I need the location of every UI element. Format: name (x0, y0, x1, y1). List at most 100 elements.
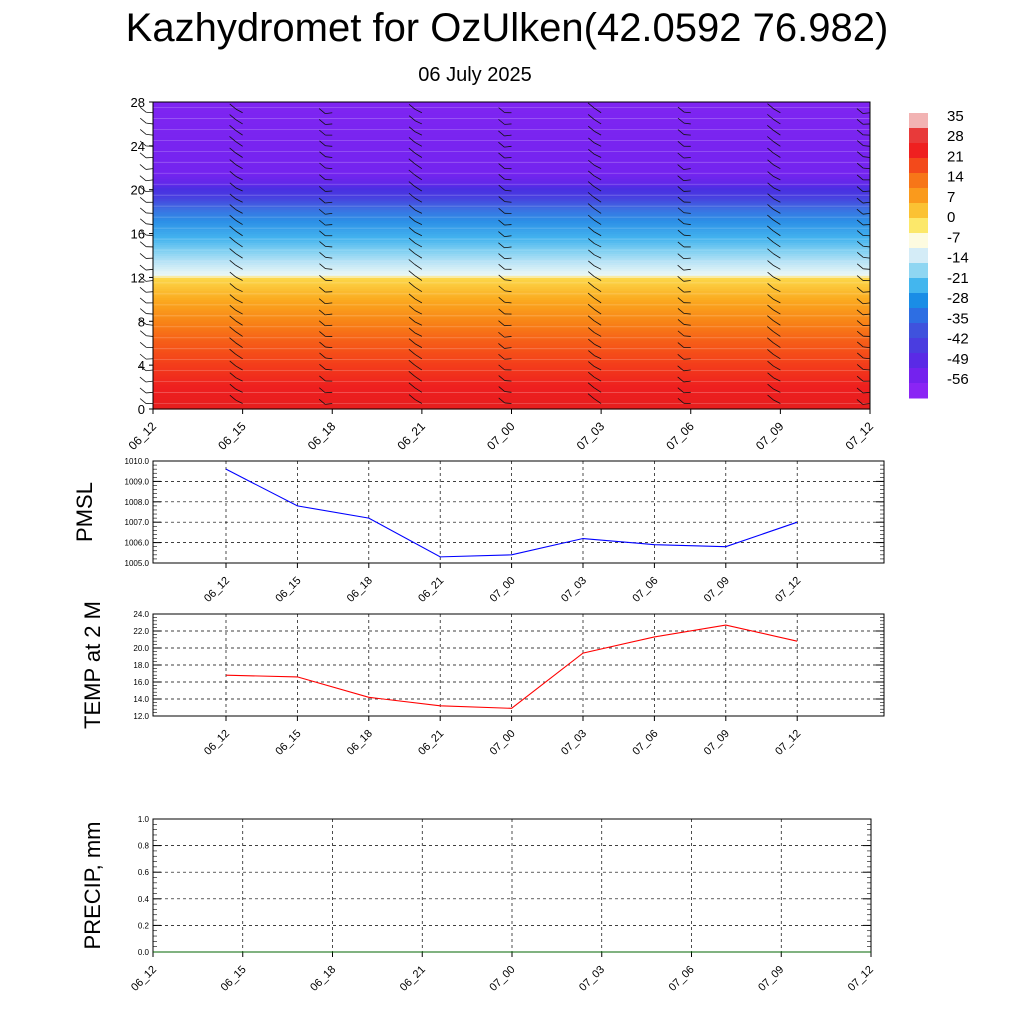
wind-barb (235, 353, 243, 360)
wind-barb (145, 369, 154, 372)
x-tick-label: 06_12 (129, 964, 159, 994)
heatmap-band (153, 360, 870, 364)
wind-barb-flag (588, 148, 595, 155)
x-tick-label: 06_18 (345, 575, 375, 605)
wind-barb-flag (319, 263, 326, 269)
wind-barb-flag (319, 162, 326, 169)
wind-barb (146, 234, 154, 237)
wind-barb (235, 219, 243, 225)
wind-barb-flag (677, 319, 685, 325)
wind-barb-flag (498, 343, 505, 349)
colorbar-swatch (909, 338, 928, 354)
wind-barb-flag (856, 309, 864, 316)
heatmap-band (153, 117, 870, 121)
wind-barb-flag (856, 263, 864, 270)
heatmap-band (153, 112, 870, 116)
wind-barb (594, 175, 602, 181)
wind-barb-flag (588, 327, 595, 333)
wind-barb-flag (856, 230, 864, 236)
wind-barb-flag (587, 303, 595, 310)
wind-barb (863, 245, 871, 248)
colorbar-label: -56 (947, 371, 969, 388)
heatmap-band (153, 391, 870, 395)
heatmap-band (153, 284, 870, 287)
y-tick-label: 14.0 (133, 695, 149, 704)
wind-barb (773, 331, 781, 337)
heatmap-band (153, 121, 870, 125)
wind-barb (863, 145, 871, 147)
x-tick-label: 07_12 (773, 728, 803, 758)
wind-barb-flag (856, 352, 864, 359)
heatmap-band (153, 341, 870, 344)
wind-barb-flag (408, 147, 416, 154)
colorbar-label: 0 (947, 209, 955, 226)
x-tick-label: 07_00 (487, 964, 517, 994)
wind-barb-flag (677, 229, 685, 236)
wind-barb (414, 232, 423, 237)
x-tick-label: 06_15 (273, 728, 303, 758)
colorbar-label: -28 (947, 290, 969, 307)
heatmap-band (153, 169, 870, 173)
wind-barb-flag (498, 184, 505, 191)
wind-barb-flag (587, 382, 595, 389)
wind-barb-flag (229, 394, 237, 401)
x-tick-label: 07_03 (574, 419, 608, 453)
wind-barb (235, 276, 243, 281)
colorbar-label: 35 (947, 108, 964, 125)
y-tick-label: 22.0 (133, 627, 149, 636)
wind-barb-flag (856, 240, 864, 247)
wind-barb-flag (767, 283, 774, 289)
wind-barb (325, 224, 333, 226)
heatmap-band (153, 205, 870, 208)
wind-barb-flag (677, 152, 685, 159)
y-tick-label: 1.0 (138, 815, 150, 824)
wind-barb-flag (319, 186, 326, 192)
colorbar-label: 7 (947, 189, 955, 206)
wind-barb-flag (408, 115, 416, 122)
wind-barb-flag (498, 331, 505, 338)
wind-barb-flag (677, 354, 684, 360)
colorbar-swatch (909, 323, 928, 339)
wind-barb-flag (319, 341, 326, 348)
wind-barb-flag (318, 309, 326, 316)
wind-barb-flag (767, 349, 774, 355)
wind-barb (504, 246, 512, 249)
heatmap-band (153, 292, 870, 296)
heatmap-band (153, 404, 870, 408)
heatmap-band (153, 231, 870, 235)
wind-barb (325, 268, 333, 270)
wind-barb-flag (677, 342, 685, 348)
wind-barb-flag (229, 159, 236, 165)
colorbar-swatch (909, 158, 928, 174)
heatmap-band (153, 156, 870, 160)
heatmap-band (153, 393, 870, 397)
wind-barb (145, 291, 154, 293)
wind-barb-flag (587, 214, 595, 221)
heatmap-band (153, 163, 870, 167)
colorbar-label: -14 (947, 250, 969, 267)
wind-barb-flag (498, 364, 505, 371)
x-tick-label: 07_06 (630, 728, 660, 758)
heatmap-band (153, 139, 870, 143)
wind-barb (414, 174, 423, 181)
heatmap-band (153, 213, 870, 217)
heatmap-band (153, 406, 870, 410)
wind-barb-flag (498, 308, 505, 315)
wind-barb (594, 276, 602, 281)
wind-barb-flag (856, 298, 864, 305)
wind-barb (593, 320, 602, 326)
wind-barb-flag (139, 196, 147, 203)
colorbar-swatch (909, 278, 928, 294)
wind-barb-flag (229, 283, 237, 289)
wind-barb (325, 201, 333, 204)
heatmap-band (153, 371, 870, 375)
wind-barb-flag (588, 361, 595, 367)
heatmap-band (153, 380, 870, 384)
wind-barb-flag (229, 125, 236, 131)
wind-barb (414, 253, 423, 259)
wind-barb (325, 123, 333, 125)
wind-barb-flag (767, 271, 774, 278)
y-tick-label: 0.0 (138, 948, 150, 957)
x-tick-label: 06_21 (416, 728, 446, 758)
y-tick-label: 0.6 (138, 868, 150, 877)
